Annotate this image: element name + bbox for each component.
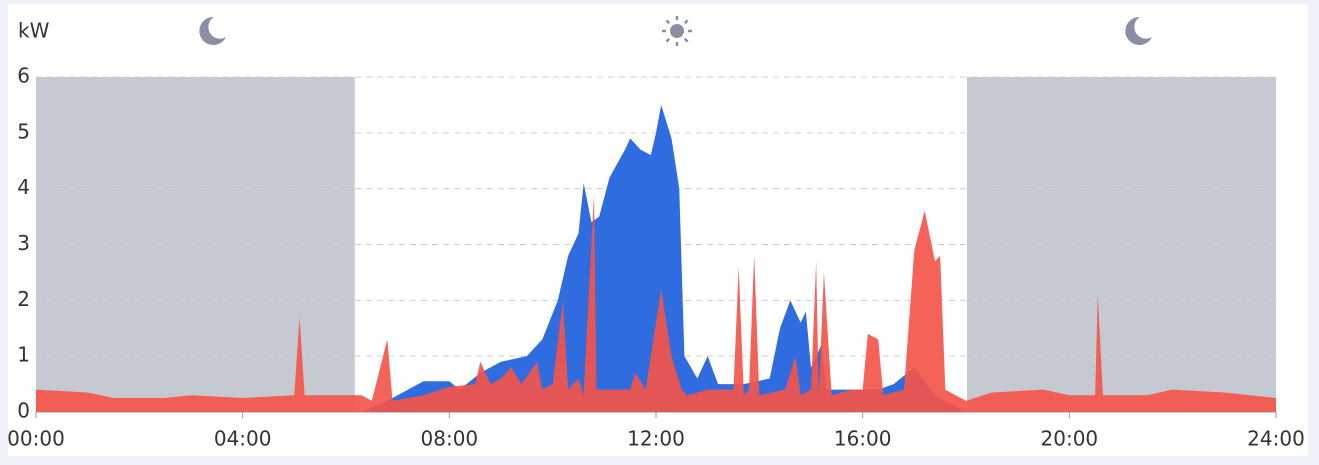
x-tick-label: 24:00 [1247,427,1305,451]
moon-icon [199,16,226,45]
y-tick-label: 5 [17,119,30,143]
y-tick-label: 2 [17,287,30,311]
area [36,194,1276,412]
y-tick-label: 4 [17,175,30,199]
area [36,104,1276,413]
sun-icon [662,16,692,46]
moon-icon [1125,16,1152,45]
x-tick-label: 20:00 [1041,427,1099,451]
x-tick-label: 16:00 [834,427,892,451]
y-tick-label: 3 [17,231,30,255]
y-tick-label: 0 [17,399,30,423]
y-axis-label: kW [18,19,50,43]
x-tick-label: 04:00 [214,427,272,451]
x-tick-label: 00:00 [7,427,65,451]
x-tick-label: 08:00 [421,427,479,451]
y-tick-label: 6 [17,64,30,88]
x-tick-label: 12:00 [627,427,685,451]
y-tick-label: 1 [17,343,30,367]
